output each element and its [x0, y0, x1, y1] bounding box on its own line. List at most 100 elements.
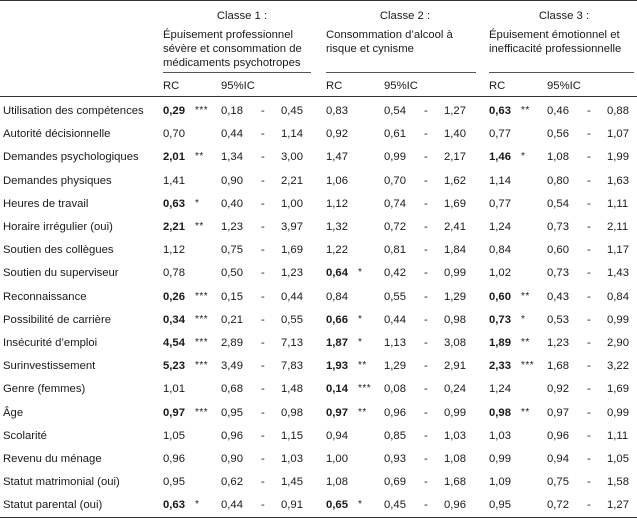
ci-lower: 0,75	[547, 476, 569, 488]
ci-lower: 0,75	[221, 244, 243, 256]
rc-value: 0,63	[163, 198, 185, 210]
ci-lower: 0,73	[547, 221, 569, 233]
ci-upper: 3,97	[281, 221, 303, 233]
ci-dash: -	[261, 151, 265, 163]
ci-dash: -	[261, 453, 265, 465]
table-top-rule	[0, 0, 637, 1]
rc-value: 1,02	[489, 267, 511, 279]
significance-stars: *	[195, 499, 200, 510]
group-subtitle-line: médicaments psychotropes	[163, 57, 301, 69]
ci-lower: 0,54	[547, 198, 569, 210]
ci-dash: -	[261, 105, 265, 117]
row-label: Reconnaissance	[3, 291, 87, 303]
ci-lower: 0,44	[221, 128, 243, 140]
ci-upper: 2,17	[444, 151, 466, 163]
group-title: Classe 2 :	[379, 10, 431, 22]
significance-stars: *	[358, 314, 363, 325]
ci-dash: -	[424, 337, 428, 349]
ci-lower: 0,96	[384, 407, 406, 419]
ci-lower: 0,99	[384, 151, 406, 163]
rc-value: 1,24	[489, 383, 511, 395]
rc-value: 0,92	[326, 128, 348, 140]
ci-upper: 0,91	[281, 499, 303, 511]
ic-header: 95%IC	[547, 80, 581, 92]
rc-value: 1,09	[489, 476, 511, 488]
ci-dash: -	[261, 128, 265, 140]
ci-upper: 1,48	[281, 383, 303, 395]
rc-value: 0,98	[489, 407, 511, 419]
ci-lower: 0,68	[221, 383, 243, 395]
ci-upper: 1,15	[281, 430, 303, 442]
ci-lower: 0,74	[384, 198, 406, 210]
rc-value: 1,89	[489, 337, 511, 349]
rc-value: 0,63	[163, 499, 185, 511]
ci-upper: 1,00	[281, 198, 303, 210]
ci-upper: 1,07	[607, 128, 629, 140]
ci-dash: -	[261, 430, 265, 442]
rc-value: 0,84	[326, 291, 348, 303]
row-label: Soutien des collègues	[3, 244, 114, 256]
ci-lower: 0,40	[221, 198, 243, 210]
ci-upper: 1,23	[281, 267, 303, 279]
significance-stars: ***	[195, 105, 209, 116]
rc-value: 0,83	[326, 105, 348, 117]
rc-value: 0,26	[163, 291, 185, 303]
rc-value: 1,41	[163, 175, 185, 187]
ci-upper: 0,98	[444, 314, 466, 326]
rc-value: 1,47	[326, 151, 348, 163]
ci-upper: 2,91	[444, 360, 466, 372]
ci-upper: 0,24	[444, 383, 466, 395]
ci-dash: -	[424, 151, 428, 163]
rc-value: 0,99	[489, 453, 511, 465]
ci-dash: -	[261, 314, 265, 326]
ci-lower: 0,69	[384, 476, 406, 488]
row-label: Heures de travail	[3, 198, 89, 210]
header-bottom-rule	[0, 96, 637, 97]
ci-lower: 1,29	[384, 360, 406, 372]
ci-dash: -	[424, 175, 428, 187]
rc-value: 1,24	[489, 221, 511, 233]
ci-lower: 1,34	[221, 151, 243, 163]
ci-lower: 0,94	[547, 453, 569, 465]
row-label: Surinvestissement	[3, 360, 96, 372]
ci-upper: 2,21	[281, 175, 303, 187]
ci-lower: 1,68	[547, 360, 569, 372]
rc-value: 2,01	[163, 151, 185, 163]
rc-value: 0,97	[326, 407, 348, 419]
ci-lower: 0,81	[384, 244, 406, 256]
ci-dash: -	[424, 499, 428, 511]
row-label: Statut matrimonial (oui)	[3, 476, 120, 488]
ci-lower: 0,70	[384, 175, 406, 187]
ci-upper: 0,96	[444, 499, 466, 511]
ci-upper: 2,11	[607, 221, 629, 233]
ci-dash: -	[424, 430, 428, 442]
row-label: Possibilité de carrière	[3, 314, 111, 326]
ci-upper: 3,00	[281, 151, 303, 163]
ci-upper: 1,29	[444, 291, 466, 303]
ci-lower: 1,23	[547, 337, 569, 349]
rc-value: 0,73	[489, 314, 511, 326]
group-subtitle-line: Consommation d’alcool à	[326, 29, 453, 41]
ci-dash: -	[261, 267, 265, 279]
ci-dash: -	[587, 175, 591, 187]
ci-dash: -	[424, 244, 428, 256]
ci-dash: -	[587, 383, 591, 395]
ci-upper: 1,11	[607, 430, 629, 442]
row-label: Genre (femmes)	[3, 383, 86, 395]
ci-lower: 1,23	[221, 221, 243, 233]
row-label: Utilisation des compétences	[3, 105, 144, 117]
row-label: Insécurité d’emploi	[3, 337, 98, 349]
ci-lower: 0,72	[384, 221, 406, 233]
ci-dash: -	[424, 314, 428, 326]
ci-dash: -	[261, 291, 265, 303]
ci-dash: -	[587, 221, 591, 233]
ci-dash: -	[424, 128, 428, 140]
rc-value: 1,00	[326, 453, 348, 465]
ci-lower: 0,73	[547, 267, 569, 279]
ci-upper: 1,14	[281, 128, 303, 140]
ci-upper: 0,99	[607, 314, 629, 326]
rc-value: 2,33	[489, 360, 511, 372]
ci-dash: -	[424, 267, 428, 279]
significance-stars: **	[195, 151, 204, 162]
ci-lower: 0,53	[547, 314, 569, 326]
